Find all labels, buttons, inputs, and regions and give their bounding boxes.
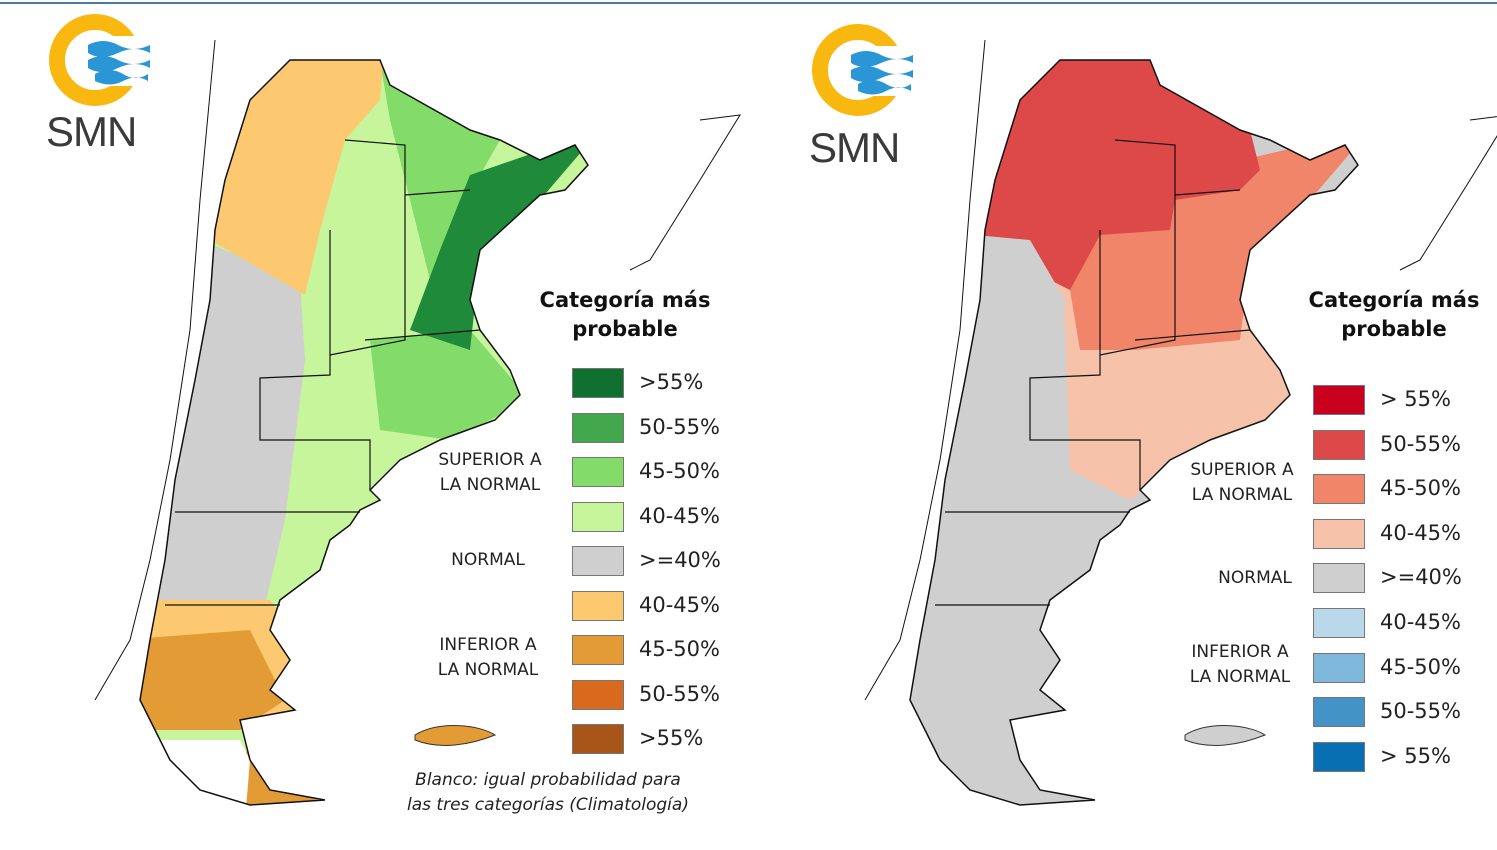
right-superior-label: SUPERIOR A LA NORMAL <box>1190 460 1294 505</box>
legend-label: >=40% <box>1380 565 1462 590</box>
legend-swatch <box>1313 608 1365 638</box>
logo-text-left: SMN <box>46 108 137 155</box>
legend-label: > 55% <box>1380 387 1451 411</box>
legend-swatch <box>572 412 624 443</box>
legend-swatch <box>572 457 624 487</box>
legend-swatch <box>572 679 624 710</box>
region-orange-patagonia <box>140 630 285 730</box>
left-map <box>94 39 741 806</box>
right-inferior-label: INFERIOR A LA NORMAL <box>1189 642 1291 687</box>
legend-label: 45-50% <box>1380 654 1461 679</box>
legend-swatch <box>1313 429 1365 460</box>
logo-text-right: SMN <box>809 124 900 171</box>
legend-label: >=40% <box>639 548 721 572</box>
legend-swatch <box>1313 741 1365 772</box>
legend-label: >55% <box>639 370 704 394</box>
legend-swatch <box>572 635 624 665</box>
region-medium-green-buenos-aires <box>370 330 530 440</box>
left-legend-title: Categoría más probable <box>525 286 725 344</box>
legend-label: 40-45% <box>1380 610 1461 634</box>
legend-title-line1: Categoría más <box>539 288 711 312</box>
legend-label: 50-55% <box>1380 431 1461 456</box>
smn-logo-left <box>49 14 155 106</box>
legend-swatch <box>1313 563 1365 594</box>
malvinas-islands <box>414 725 497 746</box>
legend-swatch <box>572 546 624 576</box>
region-dark-green <box>410 130 588 350</box>
legend-swatch <box>572 501 624 532</box>
legend-label: >55% <box>639 726 704 750</box>
legend-label: > 55% <box>1380 743 1451 768</box>
legend-label: 50-55% <box>639 414 720 439</box>
province-borders <box>165 139 481 606</box>
left-inferior-label: INFERIOR A LA NORMAL <box>437 635 539 680</box>
legend-label: 50-55% <box>1380 699 1461 724</box>
legend-swatch <box>1313 474 1365 505</box>
legend-swatch <box>572 724 624 754</box>
smn-logo-right <box>812 24 918 116</box>
right-legend-title: Categoría más probable <box>1308 288 1480 341</box>
top-divider <box>0 2 1497 4</box>
left-normal-label: NORMAL <box>451 550 525 570</box>
legend-label: 40-45% <box>1380 520 1461 545</box>
right-normal-label: NORMAL <box>1218 568 1292 588</box>
region-red-north <box>970 60 1260 290</box>
legend-label: 40-45% <box>639 592 720 617</box>
legend-swatch <box>1313 697 1365 728</box>
legend-title-line2: probable <box>572 317 678 341</box>
legend-label: 50-55% <box>639 681 720 706</box>
legend-swatch <box>1313 518 1365 549</box>
climatology-note: Blanco: igual probabilidad para las tres … <box>407 770 689 815</box>
legend-label: 45-50% <box>639 637 720 661</box>
region-medium-green-north <box>380 60 500 280</box>
legend-swatch <box>1313 652 1365 683</box>
legend-swatch <box>572 368 624 398</box>
legend-label: 45-50% <box>639 459 720 483</box>
legend-swatch <box>1313 385 1365 415</box>
left-superior-label: SUPERIOR A LA NORMAL <box>438 450 542 495</box>
legend-label: 45-50% <box>1380 476 1461 501</box>
legend-swatch <box>572 590 624 621</box>
region-salmon <box>1030 130 1358 350</box>
legend-label: 40-45% <box>639 503 720 528</box>
